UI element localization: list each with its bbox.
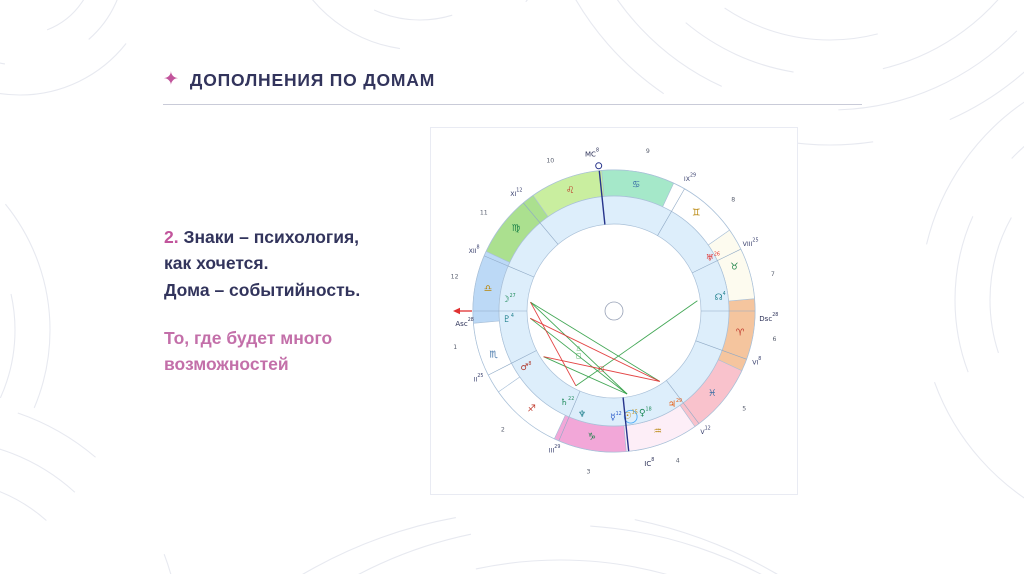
chart-center-circle (604, 301, 624, 321)
planet-highlight-ring (623, 409, 638, 424)
aspect-pluto-jupiter (530, 317, 660, 382)
aspect-lines: △□□ (530, 300, 698, 395)
house-number-3: 3 (587, 469, 591, 476)
zodiac-glyph-pisces: ♓ (708, 388, 717, 399)
house-number-4: 4 (676, 458, 680, 465)
aspect-marker-icon: □ (599, 366, 605, 373)
highlight-line-2: возможностей (164, 354, 289, 374)
house-cusp-label-VI: VI8 (752, 356, 761, 367)
page-title: ДОПОЛНЕНИЯ ПО ДОМАМ (189, 70, 436, 90)
planet-pluto-icon: ♇4 (503, 313, 514, 326)
house-cusp-label-V: V12 (700, 425, 710, 436)
zodiac-glyph-sagittarius: ♐ (527, 404, 536, 415)
sparkle-icon: ✦ (163, 69, 179, 90)
natal-chart-panel: ♎ ♏ ♐ ♑ ♒ ♓ ♈ ♉ ♊ ♋ ♌ ♍ △ □ □ ☽27 ♇4 ♂8 ♄22 ♆ ☿12 ☉15 ♀18 ♃29 ♅2… (430, 127, 798, 495)
aspect-mars-jupiter (543, 356, 660, 382)
house-cusp-label-XI: XI12 (510, 187, 522, 198)
aspect-moon-jupiter (530, 301, 660, 382)
chart-labels: 123456789101112II25III29V12VI8VIII25IX29… (451, 147, 779, 476)
house-number-12: 12 (451, 274, 459, 281)
text-line-3: Дома – событийность. (164, 279, 361, 300)
zodiac-glyph-aquarius: ♒ (654, 426, 663, 437)
house-number-6: 6 (773, 336, 777, 343)
zodiac-glyph-capricorn: ♑ (588, 432, 597, 443)
house-number-7: 7 (771, 271, 775, 278)
point-number: 2. (164, 227, 179, 247)
zodiac-glyph-gemini: ♊ (692, 207, 701, 218)
zodiac-glyph-leo: ♌ (566, 185, 575, 196)
aspect-moon-sun (530, 301, 628, 395)
planet-neptune-icon: ♆ (578, 410, 586, 420)
aspect-moon-saturn (530, 301, 577, 387)
body-text-block: 2. Знаки – психология, как хочется. Дома… (164, 224, 464, 377)
axis-label-ic: IC8 (644, 457, 654, 469)
house-cusp-label-II: II25 (474, 373, 484, 384)
mc-marker-icon (595, 162, 603, 170)
zodiac-glyph-libra: ♎ (484, 283, 493, 294)
aspect-marker-icon: □ (576, 353, 582, 360)
house-cusp-label-VIII: VIII25 (743, 237, 759, 248)
zodiac-glyph-cancer: ♋ (632, 179, 641, 190)
house-number-10: 10 (546, 158, 554, 165)
house-number-11: 11 (480, 209, 488, 216)
house-cusp-label-III: III29 (549, 443, 561, 454)
asc-arrow-icon (453, 307, 472, 315)
zodiac-glyph-virgo: ♍ (512, 223, 521, 234)
text-line-2: как хочется. (164, 253, 269, 274)
house-cusp-label-XII: XII8 (469, 244, 480, 255)
house-cusp-label-IX: IX29 (684, 172, 696, 183)
aspect-marker-icon: △ (576, 345, 581, 352)
house-number-2: 2 (501, 427, 505, 434)
house-number-1: 1 (453, 344, 457, 351)
house-number-5: 5 (742, 406, 746, 413)
title-divider (163, 104, 862, 105)
zodiac-glyph-scorpio: ♏ (489, 349, 498, 360)
axis-label-asc: Asc28 (455, 317, 473, 329)
aspect-mars-sun (543, 356, 628, 395)
zodiac-glyph-taurus: ♉ (730, 262, 739, 273)
text-line-1-content: Знаки – психология, (183, 227, 360, 247)
highlight-line-1: То, где будет много (164, 327, 333, 348)
title-row: ✦ ДОПОЛНЕНИЯ ПО ДОМАМ (163, 70, 862, 91)
axis-label-mc: MC8 (585, 147, 599, 159)
planet-node-icon: ☊4 (715, 291, 726, 304)
zodiac-glyph-aries: ♈ (736, 328, 745, 339)
slide-header: ✦ ДОПОЛНЕНИЯ ПО ДОМАМ (163, 70, 862, 105)
natal-chart: ♎♏♐♑♒♓♈♉♊♋♌♍△□□☽27♇4♂8♄22♆ ☿12 ☉15 ♀18 ♃29♅2… (451, 147, 779, 476)
planet-mars-icon: ♂8 (520, 361, 531, 374)
aspect-saturn-node (575, 300, 698, 387)
house-number-8: 8 (731, 196, 735, 203)
text-line-1: 2. Знаки – психология, (164, 224, 464, 250)
house-number-9: 9 (646, 148, 650, 155)
axis-label-dsc: Dsc28 (759, 312, 778, 324)
